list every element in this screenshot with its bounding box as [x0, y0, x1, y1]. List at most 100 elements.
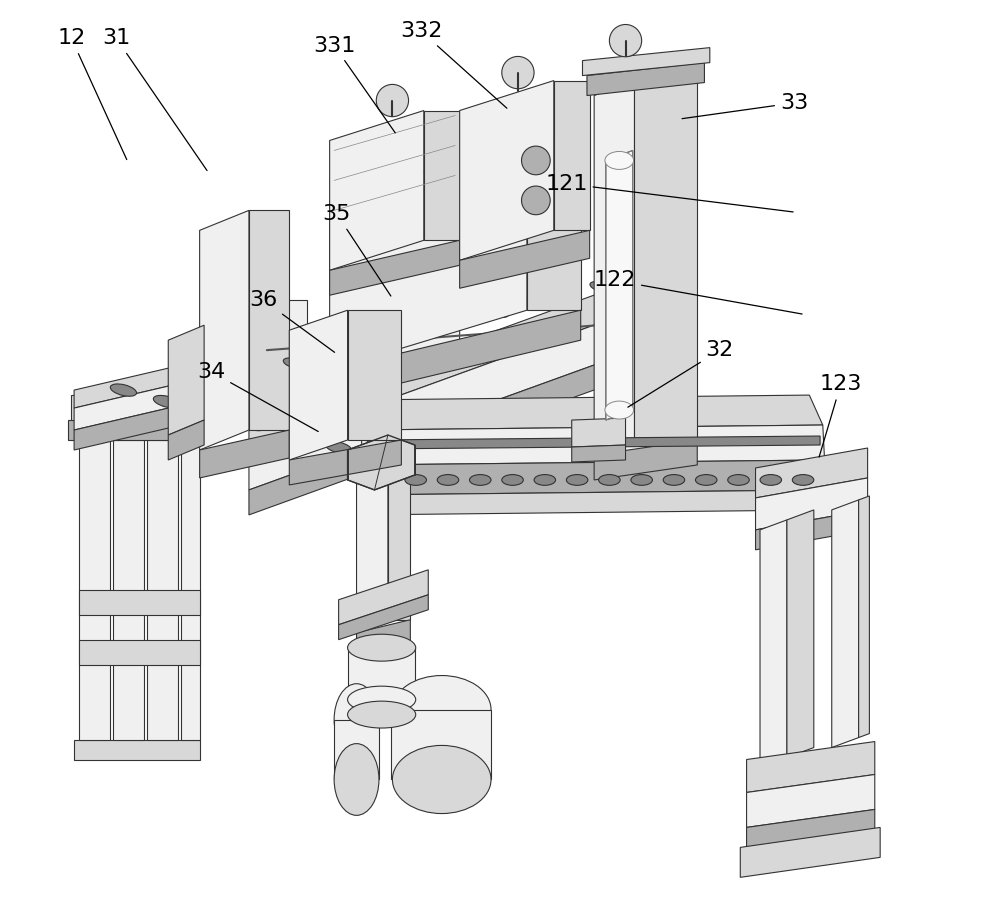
Polygon shape — [787, 510, 814, 758]
Polygon shape — [747, 774, 875, 827]
Polygon shape — [363, 460, 826, 495]
Polygon shape — [200, 300, 262, 410]
Polygon shape — [249, 321, 608, 490]
Polygon shape — [147, 440, 178, 740]
Ellipse shape — [631, 474, 652, 485]
Polygon shape — [554, 81, 590, 231]
Ellipse shape — [386, 332, 406, 343]
Polygon shape — [527, 140, 581, 310]
Polygon shape — [740, 827, 880, 877]
Polygon shape — [339, 594, 428, 639]
Polygon shape — [348, 647, 415, 700]
Text: 35: 35 — [323, 204, 391, 296]
Text: 121: 121 — [545, 173, 793, 212]
Text: 32: 32 — [628, 340, 734, 407]
Ellipse shape — [605, 401, 634, 419]
Ellipse shape — [437, 474, 459, 485]
Ellipse shape — [522, 146, 550, 175]
Polygon shape — [74, 740, 200, 760]
Polygon shape — [262, 300, 307, 380]
Polygon shape — [249, 290, 608, 450]
Polygon shape — [289, 310, 348, 460]
Ellipse shape — [792, 474, 814, 485]
Polygon shape — [388, 467, 410, 620]
Polygon shape — [594, 440, 697, 480]
Ellipse shape — [392, 745, 491, 814]
Text: 33: 33 — [682, 92, 808, 119]
Ellipse shape — [590, 282, 611, 292]
Polygon shape — [74, 340, 460, 450]
Polygon shape — [74, 318, 460, 430]
Polygon shape — [365, 490, 827, 515]
Ellipse shape — [405, 474, 426, 485]
Polygon shape — [756, 478, 868, 530]
Polygon shape — [357, 620, 410, 661]
Text: 123: 123 — [819, 374, 862, 457]
Ellipse shape — [412, 464, 438, 477]
Polygon shape — [594, 81, 634, 455]
Polygon shape — [348, 395, 823, 430]
Polygon shape — [587, 63, 704, 95]
Polygon shape — [361, 425, 825, 465]
Ellipse shape — [470, 474, 491, 485]
Ellipse shape — [348, 701, 416, 728]
Ellipse shape — [376, 84, 409, 117]
Polygon shape — [747, 809, 875, 848]
Ellipse shape — [283, 358, 304, 368]
Polygon shape — [760, 520, 787, 770]
Polygon shape — [572, 418, 626, 447]
Ellipse shape — [599, 474, 620, 485]
Ellipse shape — [373, 474, 394, 485]
Ellipse shape — [566, 474, 588, 485]
Ellipse shape — [239, 418, 266, 431]
Polygon shape — [249, 210, 289, 430]
Ellipse shape — [351, 341, 372, 351]
Text: 31: 31 — [102, 29, 207, 171]
Text: 12: 12 — [57, 29, 127, 160]
Polygon shape — [572, 445, 626, 462]
Polygon shape — [582, 48, 710, 75]
Ellipse shape — [420, 324, 441, 334]
Polygon shape — [334, 719, 379, 779]
Ellipse shape — [196, 407, 223, 419]
Polygon shape — [168, 325, 204, 435]
Ellipse shape — [369, 453, 395, 465]
Polygon shape — [113, 440, 144, 740]
Text: 331: 331 — [313, 36, 395, 133]
Text: 332: 332 — [400, 22, 507, 109]
Ellipse shape — [502, 474, 523, 485]
Polygon shape — [181, 440, 200, 740]
Text: 122: 122 — [594, 270, 802, 314]
Polygon shape — [79, 590, 200, 615]
Ellipse shape — [609, 24, 642, 57]
Polygon shape — [357, 467, 388, 633]
Ellipse shape — [153, 395, 180, 408]
Ellipse shape — [522, 298, 543, 309]
Polygon shape — [79, 639, 200, 665]
Ellipse shape — [522, 186, 550, 215]
Ellipse shape — [334, 683, 379, 755]
Polygon shape — [367, 436, 820, 449]
Polygon shape — [460, 231, 590, 288]
Ellipse shape — [348, 686, 416, 713]
Polygon shape — [339, 570, 428, 625]
Polygon shape — [200, 430, 289, 478]
Ellipse shape — [454, 315, 475, 326]
Polygon shape — [249, 360, 608, 515]
Text: 34: 34 — [197, 362, 318, 432]
Polygon shape — [832, 500, 859, 747]
Ellipse shape — [282, 430, 309, 442]
Ellipse shape — [325, 441, 352, 453]
Text: 36: 36 — [249, 290, 335, 352]
Polygon shape — [330, 241, 460, 295]
Polygon shape — [460, 81, 554, 260]
Polygon shape — [424, 110, 460, 241]
Polygon shape — [68, 420, 206, 440]
Ellipse shape — [605, 152, 634, 170]
Ellipse shape — [488, 307, 509, 317]
Polygon shape — [348, 435, 415, 490]
Ellipse shape — [728, 474, 749, 485]
Ellipse shape — [392, 675, 491, 744]
Ellipse shape — [556, 290, 577, 301]
Polygon shape — [74, 300, 460, 408]
